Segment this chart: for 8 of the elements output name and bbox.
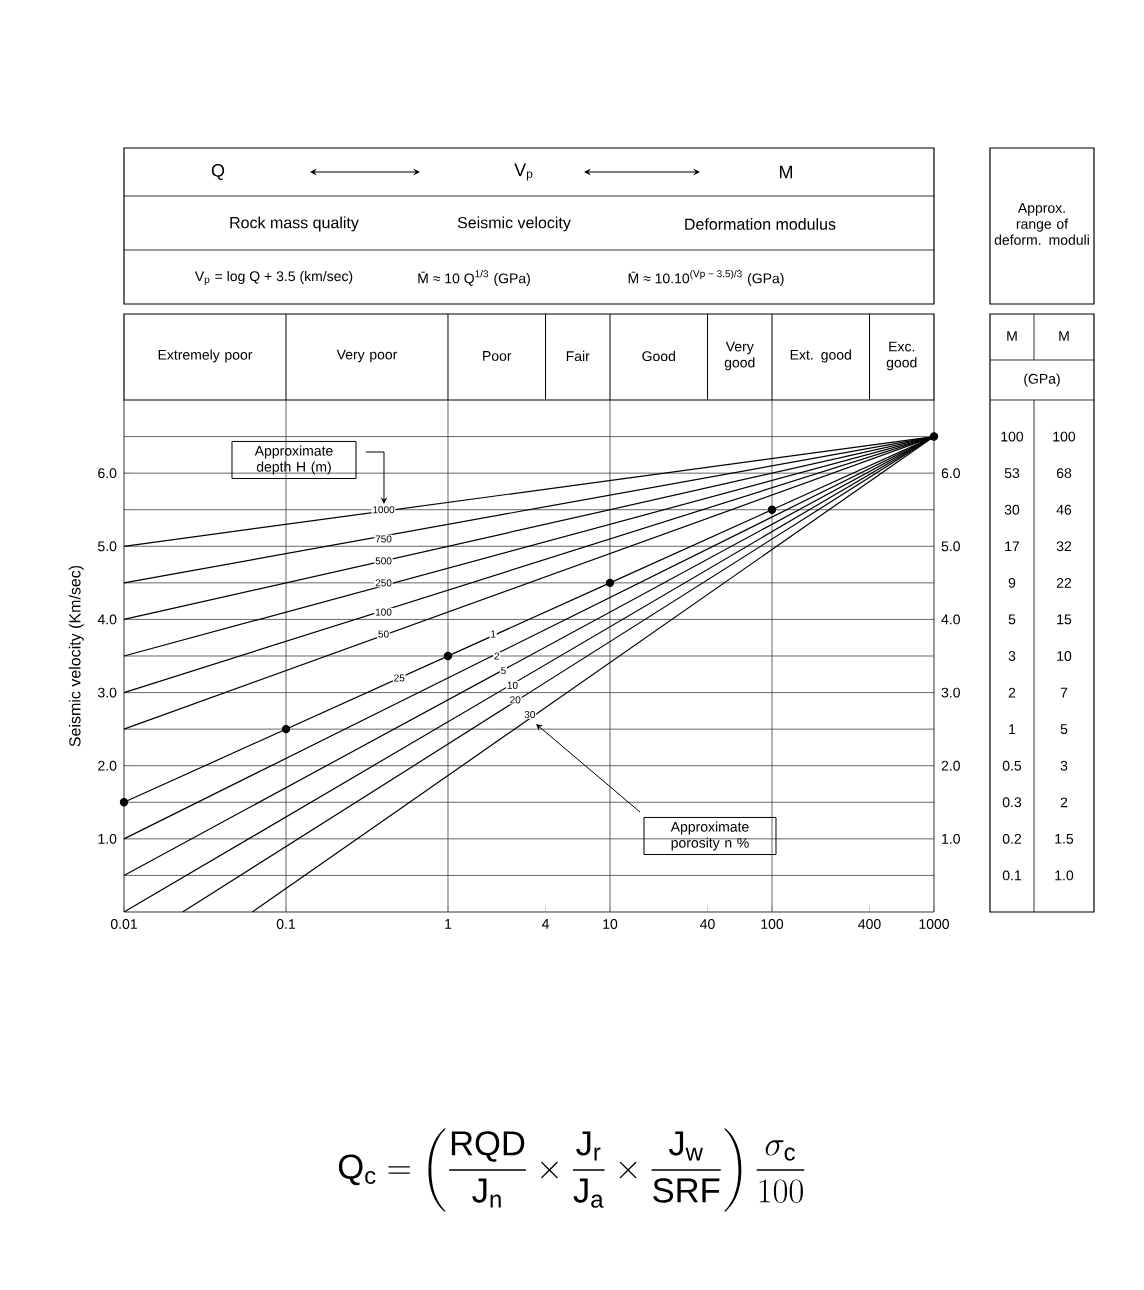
text: Rock mass quality (230, 216, 359, 232)
text: V$_{p}$ (514, 163, 533, 181)
text: $\mathrm{Q}_{\mathrm{c}}=\left(\frac{\mathrm{RQD}}{\mathrm{J}_{\mathrm{n}}}\times\frac{\mathrm{J}_{\mathrm{r}}}{\mathrm{J}_{\mathrm{a}}}\times\frac{\mathrm{J}_{\mathrm{w}}}{\mathrm{SRF}}\right)\frac{\sigma_{\mathrm{c}}}{100}$ (338, 1128, 805, 1212)
text: M (779, 165, 793, 179)
y-axis-title: Seismic velocity (Km/sec) (68, 565, 84, 747)
text: Deformation modulus (685, 218, 836, 230)
text: Q (211, 164, 225, 180)
text: Seismic velocity (457, 216, 571, 232)
